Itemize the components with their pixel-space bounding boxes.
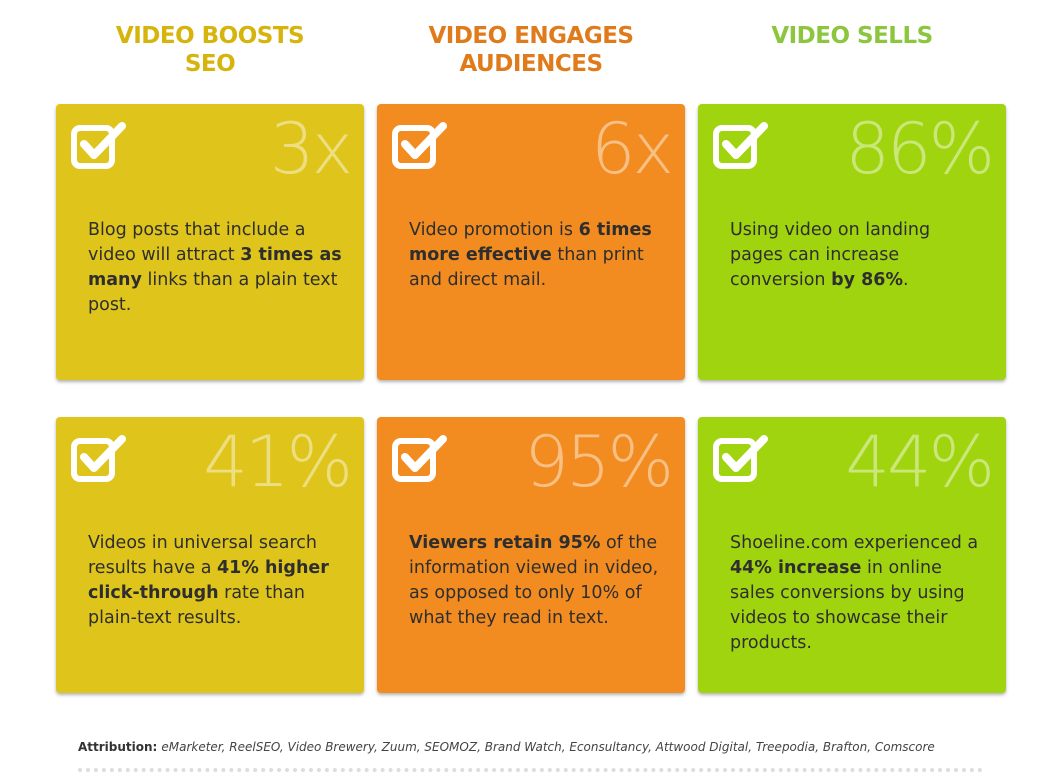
stat-card: 95% Viewers retain 95% of the information… — [377, 417, 685, 693]
check-icon — [71, 435, 126, 482]
bold-text: 6 times more effective — [409, 220, 652, 265]
check-box — [712, 120, 770, 176]
column-heading: VIDEO ENGAGES AUDIENCES — [428, 23, 634, 77]
card-text: Video promotion is 6 times more effectiv… — [409, 218, 663, 293]
text: Using video on landing pages can increas… — [730, 220, 931, 290]
check-box — [712, 433, 770, 489]
text: . — [903, 270, 909, 290]
text: than print and direct mail. — [409, 245, 644, 290]
card-text: Viewers retain 95% of the information vi… — [409, 531, 663, 631]
stat-value: 86% — [845, 108, 995, 190]
column-heading: VIDEO BOOSTS SEO — [115, 23, 305, 77]
attribution-sources: eMarketer, ReelSEO, Video Brewery, Zuum,… — [161, 740, 935, 754]
check-icon — [713, 435, 768, 482]
bold-text: 41% higher click-through — [88, 558, 329, 603]
bold-text: Viewers retain 95% — [409, 533, 601, 553]
stat-value: 95% — [524, 421, 674, 503]
check-box — [70, 120, 128, 176]
card-text: Using video on landing pages can increas… — [730, 218, 984, 293]
bold-text: 3 times as many — [88, 245, 342, 290]
text: rate than plain-text results. — [88, 583, 306, 628]
check-box — [391, 433, 449, 489]
card-text: Shoeline.com experienced a 44% increase … — [730, 531, 984, 656]
text: Shoeline.com experienced a — [730, 533, 979, 553]
stat-card: 41% Videos in universal search results ha… — [56, 417, 364, 693]
column-heading: VIDEO SELLS — [771, 23, 933, 49]
stat-value: 3x — [270, 108, 353, 190]
text: Blog posts that include a video will att… — [88, 220, 306, 265]
stat-card: 6x Video promotion is 6 times more effect… — [377, 104, 685, 380]
attribution-label: Attribution: — [78, 740, 158, 754]
stat-value: 41% — [203, 421, 353, 503]
text: Videos in universal search results have … — [88, 533, 317, 578]
dotted-divider — [78, 768, 983, 772]
card-text: Blog posts that include a video will att… — [88, 218, 342, 318]
card-text: Videos in universal search results have … — [88, 531, 342, 631]
attribution: Attribution: eMarketer, ReelSEO, Video Br… — [78, 740, 935, 754]
stat-value: 6x — [591, 108, 674, 190]
bold-text: 44% increase — [730, 558, 862, 578]
stat-card: 86% Using video on landing pages can incr… — [698, 104, 1006, 380]
stat-value: 44% — [845, 421, 995, 503]
check-box — [391, 120, 449, 176]
stat-card: 3x Blog posts that include a video will a… — [56, 104, 364, 380]
text: links than a plain text post. — [88, 270, 338, 315]
text: of the information viewed in video, as o… — [409, 533, 659, 628]
check-box — [70, 433, 128, 489]
check-icon — [713, 122, 768, 169]
check-icon — [71, 122, 126, 169]
bold-text: by 86% — [831, 270, 903, 290]
stat-card: 44% Shoeline.com experienced a 44% increa… — [698, 417, 1006, 693]
text: Video promotion is — [409, 220, 579, 240]
check-icon — [392, 435, 447, 482]
text: in online sales conversions by using vid… — [730, 558, 965, 653]
check-icon — [392, 122, 447, 169]
